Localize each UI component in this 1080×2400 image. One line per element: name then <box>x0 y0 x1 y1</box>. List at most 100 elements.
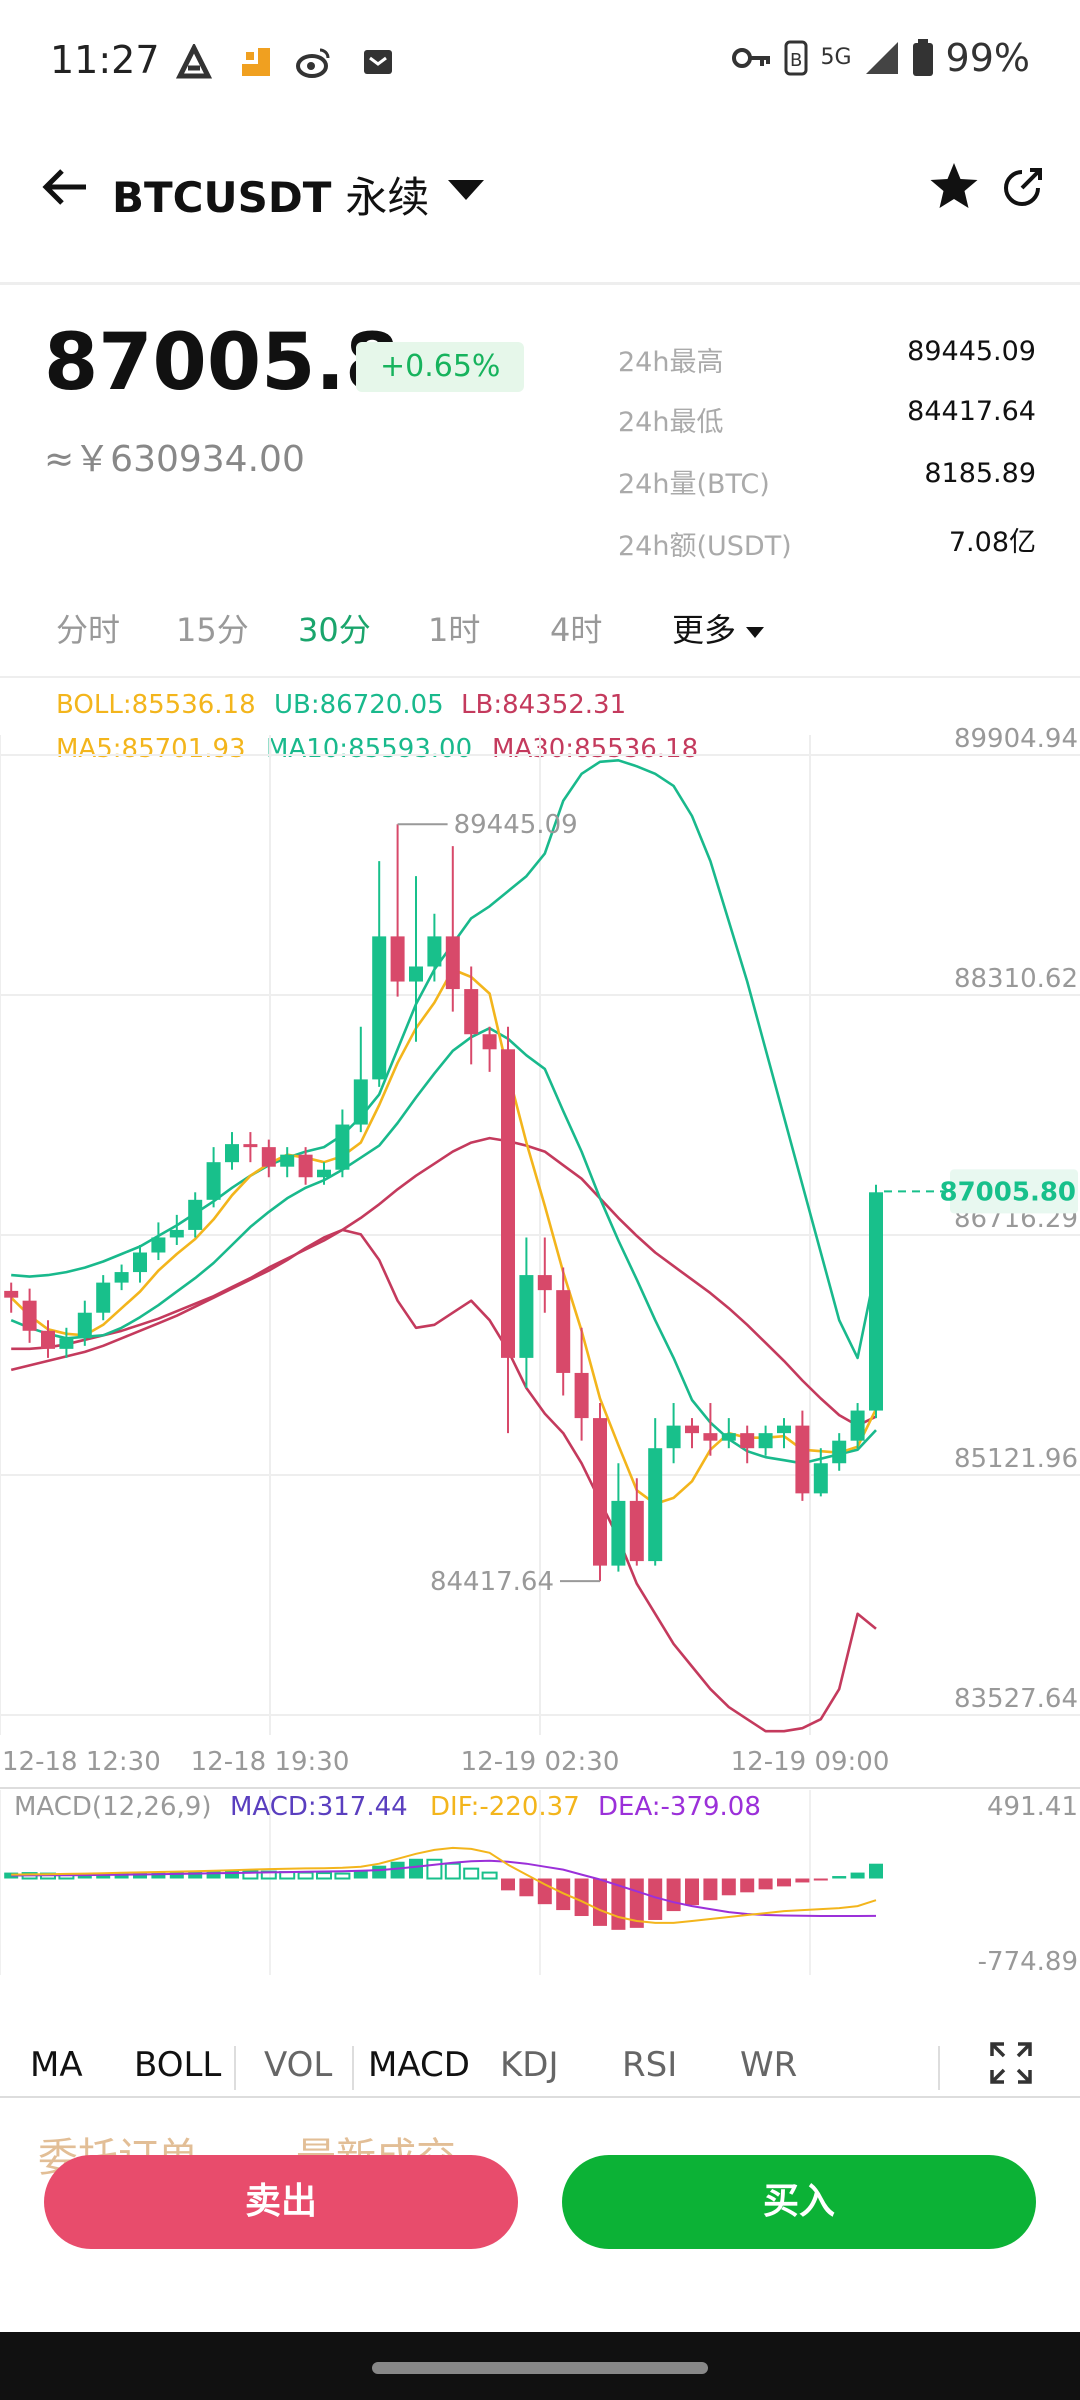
key-icon <box>732 48 771 68</box>
status-right: B 5G 99% <box>732 36 1030 80</box>
candle-body <box>151 1237 166 1253</box>
candle-body <box>721 1433 736 1441</box>
tab-indicator-kdj[interactable]: KDJ <box>500 2045 559 2085</box>
candle-body <box>317 1169 331 1178</box>
stat-label-low: 24h最低 <box>618 407 724 438</box>
tab-interval-timeshare[interactable]: 分时 <box>56 611 121 649</box>
y-tick-label: 89904.94 <box>954 724 1078 754</box>
fullscreen-icon[interactable] <box>988 2040 1034 2086</box>
share-icon[interactable] <box>1000 164 1046 210</box>
candle-body <box>850 1410 865 1441</box>
x-tick-label: 12-18 12:30 <box>2 1747 161 1777</box>
sell-button[interactable]: 卖出 <box>44 2155 518 2249</box>
macd-histogram-bar <box>519 1878 534 1897</box>
candle-body <box>133 1252 147 1273</box>
tab-interval-30m[interactable]: 30分 <box>298 611 371 649</box>
macd-histogram-bar <box>409 1858 423 1879</box>
macd-histogram-bar <box>96 1873 111 1879</box>
candle-body <box>427 936 442 967</box>
last-price: 87005.8 <box>44 318 400 408</box>
candle-body <box>169 1229 184 1238</box>
symbol-name: BTCUSDT <box>112 173 332 222</box>
tab-indicator-vol[interactable]: VOL <box>264 2045 333 2085</box>
tab-interval-4h[interactable]: 4时 <box>550 611 603 649</box>
star-icon[interactable] <box>928 160 980 212</box>
macd-histogram-bar <box>481 1871 498 1880</box>
y-tick-label: 88310.62 <box>954 964 1078 994</box>
caret-down-icon <box>746 626 765 638</box>
status-bar: 11:27 B 5G 99% <box>0 0 1080 120</box>
symbol-dropdown-icon[interactable] <box>448 180 484 200</box>
macd-y-bottom-label: -774.89 <box>978 1947 1078 1977</box>
y-tick-label: 85121.96 <box>954 1444 1078 1474</box>
macd-params-label: MACD(12,26,9) <box>14 1792 211 1822</box>
tab-separator <box>938 2046 940 2090</box>
weibo-icon <box>296 48 330 78</box>
more-label: 更多 <box>672 611 737 649</box>
tab-indicator-wr[interactable]: WR <box>740 2045 798 2085</box>
symbol-title[interactable]: BTCUSDT 永续 <box>112 164 429 225</box>
candlestick-chart[interactable]: 89904.9488310.6286716.2985121.9683527.64… <box>0 0 1080 1980</box>
candle-body <box>574 1372 589 1419</box>
macd-dif-label: DIF:-220.37 <box>430 1792 580 1822</box>
macd-histogram-bar <box>832 1876 847 1879</box>
macd-histogram-bar <box>114 1873 129 1879</box>
y-tick-label: 83527.64 <box>954 1684 1078 1714</box>
macd-histogram-bar <box>444 1862 461 1880</box>
tab-interval-15m[interactable]: 15分 <box>176 611 249 649</box>
candle-body <box>22 1300 37 1331</box>
x-tick-label: 12-19 09:00 <box>731 1747 890 1777</box>
tab-interval-1h[interactable]: 1时 <box>428 611 481 649</box>
candle-body <box>832 1440 847 1464</box>
legend-boll: BOLL:85536.18 <box>56 690 256 720</box>
candle-body <box>96 1282 111 1313</box>
header: BTCUSDT 永续 <box>0 130 1080 280</box>
tab-indicator-rsi[interactable]: RSI <box>622 2045 678 2085</box>
high-price-label: 89445.09 <box>454 810 578 840</box>
bluetooth-icon: B <box>784 40 808 76</box>
candle-body <box>813 1463 828 1494</box>
macd-histogram-bar <box>151 1872 166 1879</box>
app-a-icon <box>176 44 212 79</box>
x-tick-label: 12-18 19:30 <box>191 1747 350 1777</box>
candle-body <box>225 1144 239 1163</box>
low-price-label: 84417.64 <box>430 1567 554 1597</box>
stat-value-high: 89445.09 <box>907 336 1036 367</box>
macd-histogram-bar <box>463 1867 480 1880</box>
macd-histogram-bar <box>593 1878 607 1926</box>
candle-body <box>666 1425 681 1449</box>
candle-body <box>206 1162 221 1200</box>
stat-value-volume: 8185.89 <box>924 458 1036 489</box>
macd-histogram-bar <box>501 1878 515 1891</box>
home-gesture-bar[interactable] <box>372 2362 708 2374</box>
battery-icon <box>912 39 933 76</box>
candle-body <box>261 1147 276 1167</box>
macd-histogram-bar <box>574 1878 589 1917</box>
macd-histogram-bar <box>813 1878 828 1881</box>
macd-histogram-bar <box>206 1870 221 1879</box>
legend-ma10: MA10:85593.00 <box>266 734 473 764</box>
candle-body <box>445 936 460 990</box>
app-square-icon <box>242 48 270 76</box>
last-price-label: 87005.80 <box>939 1177 1076 1207</box>
tab-indicator-boll[interactable]: BOLL <box>134 2045 222 2085</box>
battery-percent: 99% <box>945 36 1030 80</box>
tab-indicator-macd[interactable]: MACD <box>368 2045 470 2085</box>
ma30-line <box>11 1136 877 1427</box>
candle-body <box>353 1079 368 1125</box>
candle-body <box>77 1312 92 1339</box>
tab-interval-more[interactable]: 更多 <box>672 605 765 651</box>
candle-body <box>869 1192 883 1411</box>
macd-histogram-bar <box>869 1863 883 1879</box>
back-arrow-icon[interactable] <box>40 162 90 212</box>
macd-histogram-bar <box>133 1872 147 1879</box>
tab-indicator-ma[interactable]: MA <box>30 2045 83 2085</box>
candle-body <box>280 1154 295 1167</box>
buy-button[interactable]: 买入 <box>562 2155 1036 2249</box>
candle-body <box>335 1124 350 1170</box>
macd-histogram-bar <box>740 1878 755 1893</box>
candle-body <box>777 1425 791 1434</box>
candle-body <box>59 1338 74 1349</box>
macd-histogram-bar <box>225 1870 239 1879</box>
stat-value-turnover: 7.08亿 <box>948 527 1036 558</box>
